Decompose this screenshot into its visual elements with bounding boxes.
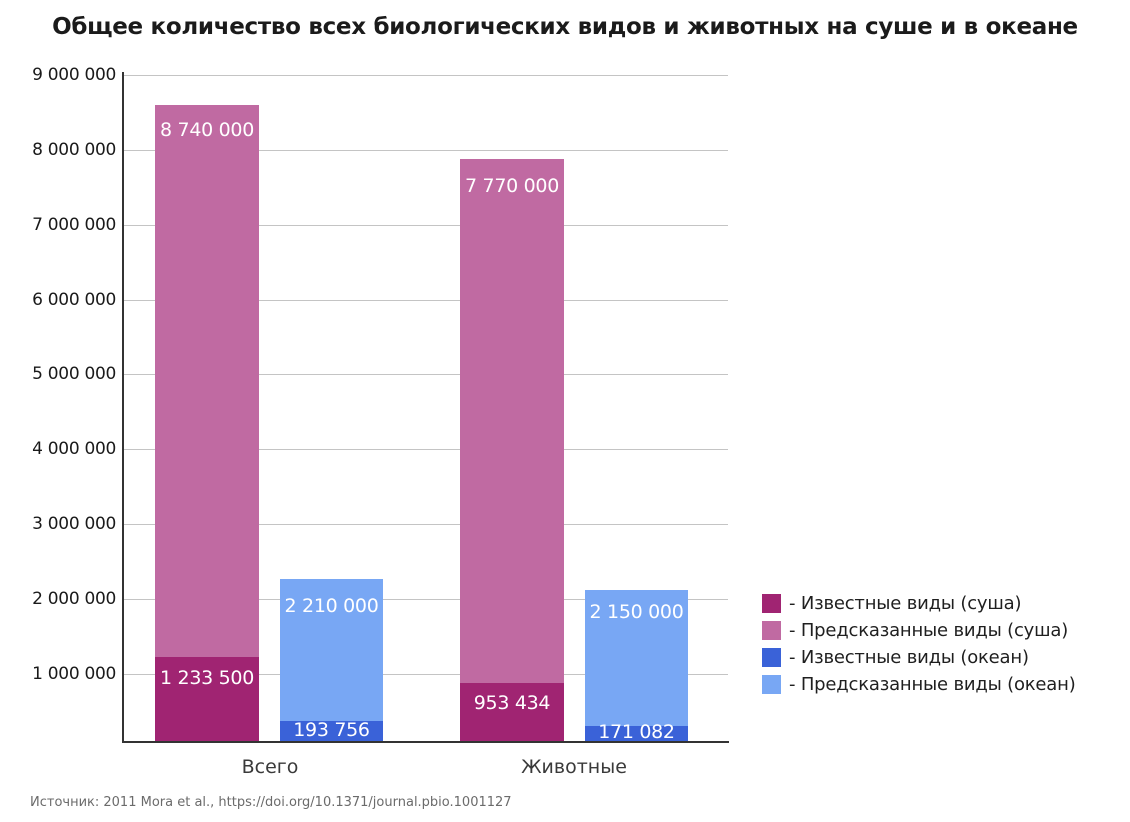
- legend-item: - Предсказанные виды (суша): [762, 617, 1076, 644]
- x-axis-line: [122, 741, 729, 743]
- segment-ocean-predicted: [280, 579, 383, 721]
- legend-item: - Известные виды (суша): [762, 590, 1076, 617]
- gridline: [123, 374, 728, 375]
- segment-ocean-known: [280, 721, 383, 742]
- bar-animals-land: 7 770 000 953 434: [460, 159, 564, 742]
- bar-animals-ocean: 2 150 000 171 082: [585, 590, 688, 743]
- gridline: [123, 225, 728, 226]
- gridline: [123, 674, 728, 675]
- segment-ocean-known: [585, 726, 688, 742]
- legend-swatch: [762, 594, 781, 613]
- segment-ocean-predicted: [585, 590, 688, 726]
- y-tick-label: 9 000 000: [32, 65, 116, 85]
- y-tick-label: 4 000 000: [32, 439, 116, 459]
- y-tick-label: 2 000 000: [32, 589, 116, 609]
- value-label: 171 082: [598, 721, 675, 743]
- gridline: [123, 150, 728, 151]
- gridline: [123, 449, 728, 450]
- value-label: 8 740 000: [160, 119, 254, 141]
- y-tick-label: 6 000 000: [32, 290, 116, 310]
- source-note: Источник: 2011 Mora et al., https://doi.…: [30, 795, 512, 810]
- bar-total-land: 8 740 000 1 233 500: [155, 105, 259, 742]
- chart-title: Общее количество всех биологических видо…: [52, 14, 1078, 40]
- value-label: 7 770 000: [465, 175, 559, 197]
- gridline: [123, 300, 728, 301]
- value-label: 1 233 500: [160, 667, 254, 689]
- legend-label: - Известные виды (океан): [789, 647, 1029, 668]
- y-tick-label: 7 000 000: [32, 215, 116, 235]
- x-category-label: Всего: [241, 756, 299, 778]
- legend-swatch: [762, 621, 781, 640]
- value-label: 953 434: [473, 692, 551, 714]
- y-axis-line: [122, 72, 124, 743]
- bar-total-ocean: 2 210 000 193 756: [280, 579, 383, 742]
- value-label: 193 756: [293, 719, 370, 741]
- y-tick-label: 1 000 000: [32, 664, 116, 684]
- y-tick-label: 5 000 000: [32, 364, 116, 384]
- legend: - Известные виды (суша) - Предсказанные …: [762, 590, 1076, 698]
- value-label: 2 150 000: [589, 601, 684, 623]
- segment-land-predicted: [460, 159, 564, 683]
- legend-label: - Предсказанные виды (суша): [789, 620, 1069, 641]
- legend-label: - Известные виды (суша): [789, 593, 1022, 614]
- gridline: [123, 524, 728, 525]
- legend-label: - Предсказанные виды (океан): [789, 674, 1076, 695]
- legend-swatch: [762, 675, 781, 694]
- x-category-label: Животные: [521, 756, 627, 778]
- legend-item: - Известные виды (океан): [762, 644, 1076, 671]
- legend-swatch: [762, 648, 781, 667]
- legend-item: - Предсказанные виды (океан): [762, 671, 1076, 698]
- segment-land-known: [155, 657, 259, 742]
- segment-land-known: [460, 683, 564, 742]
- y-tick-label: 8 000 000: [32, 140, 116, 160]
- gridline: [123, 599, 728, 600]
- segment-land-predicted: [155, 105, 259, 657]
- y-tick-label: 3 000 000: [32, 514, 116, 534]
- value-label: 2 210 000: [284, 595, 379, 617]
- gridline: [123, 75, 728, 76]
